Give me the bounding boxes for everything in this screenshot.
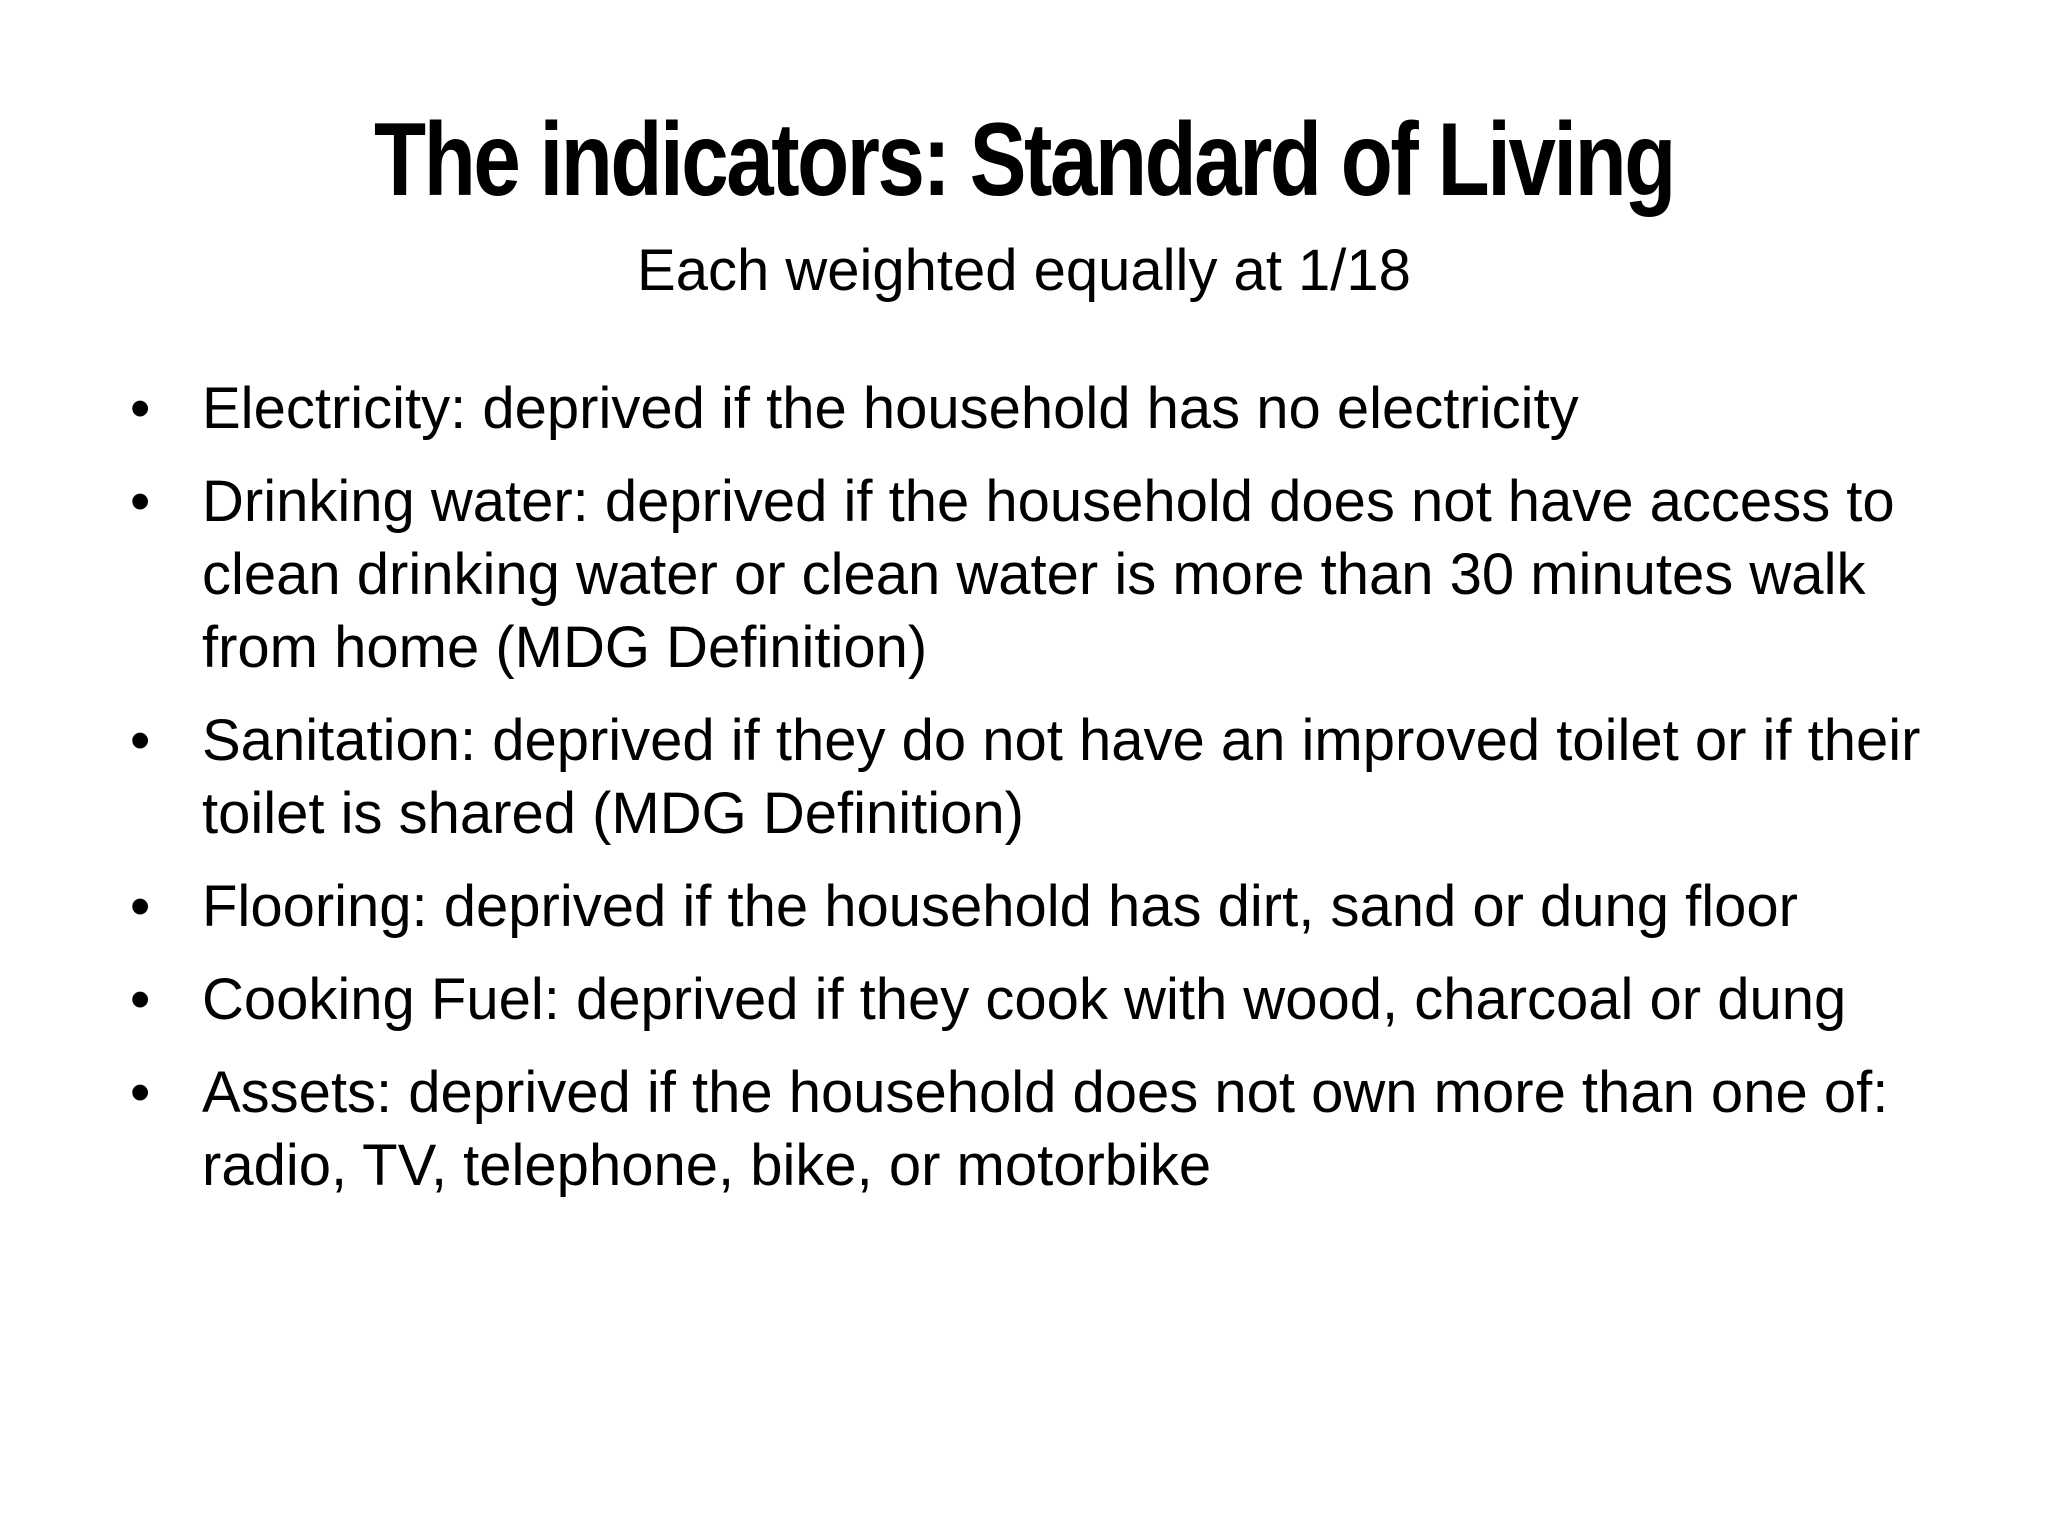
bullet-item-drinking-water: • Drinking water: deprived if the househ… xyxy=(130,465,1930,684)
bullet-item-flooring: • Flooring: deprived if the household ha… xyxy=(130,870,1930,943)
slide-title: The indicators: Standard of Living xyxy=(374,102,1676,218)
bullet-dot-icon: • xyxy=(130,874,151,939)
bullet-dot-icon: • xyxy=(130,469,151,534)
bullet-dot-icon: • xyxy=(130,1060,151,1125)
bullet-item-sanitation: • Sanitation: deprived if they do not ha… xyxy=(130,704,1930,850)
bullet-text: Drinking water: deprived if the househol… xyxy=(202,469,1895,680)
bullet-text: Cooking Fuel: deprived if they cook with… xyxy=(202,967,1847,1032)
bullet-item-cooking-fuel: • Cooking Fuel: deprived if they cook wi… xyxy=(130,963,1930,1036)
bullet-text: Sanitation: deprived if they do not have… xyxy=(202,708,1921,846)
bullet-dot-icon: • xyxy=(130,376,151,441)
bullet-dot-icon: • xyxy=(130,708,151,773)
slide-subtitle: Each weighted equally at 1/18 xyxy=(637,238,1411,303)
bullet-item-assets: • Assets: deprived if the household does… xyxy=(130,1056,1930,1202)
bullet-list: • Electricity: deprived if the household… xyxy=(130,372,1930,1222)
bullet-text: Assets: deprived if the household does n… xyxy=(202,1060,1889,1198)
bullet-item-electricity: • Electricity: deprived if the household… xyxy=(130,372,1930,445)
bullet-text: Electricity: deprived if the household h… xyxy=(202,376,1579,441)
bullet-text: Flooring: deprived if the household has … xyxy=(202,874,1798,939)
bullet-dot-icon: • xyxy=(130,967,151,1032)
